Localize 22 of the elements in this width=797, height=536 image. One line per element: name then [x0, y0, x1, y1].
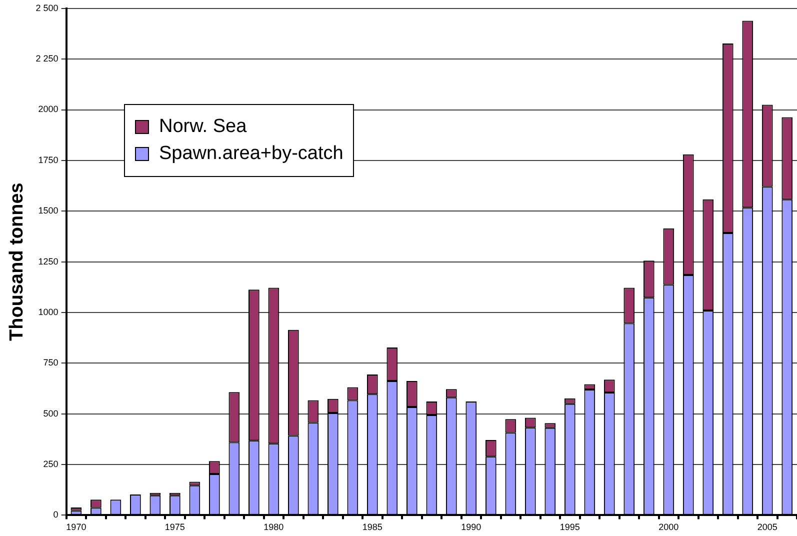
y-tick-label: 2 500 — [36, 2, 58, 13]
y-tick-label: 500 — [43, 408, 58, 418]
y-tick-label: 1000 — [38, 306, 58, 317]
legend-label: Spawn.area+by-catch — [159, 143, 344, 165]
x-tick-label: 1995 — [560, 522, 580, 532]
y-tick-label: 250 — [43, 459, 58, 470]
y-tick-label: 0 — [53, 510, 58, 520]
y-tick-label: 1500 — [38, 206, 58, 216]
legend-label: Norw. Sea — [159, 116, 247, 138]
x-tick-label: 2000 — [658, 522, 679, 532]
y-tick-label: 1750 — [38, 154, 58, 165]
y-tick-label: 1250 — [38, 256, 58, 266]
x-tick-label: 2005 — [757, 522, 778, 532]
y-tick-label: 2000 — [38, 104, 58, 114]
x-tick-label: 1975 — [164, 522, 185, 532]
y-tick-label: 2 250 — [36, 54, 58, 64]
x-tick-label: 1985 — [362, 522, 382, 532]
y-tick-label: 750 — [43, 358, 58, 368]
x-tick-label: 1970 — [66, 522, 86, 532]
x-tick-label: 1990 — [461, 522, 482, 532]
y-axis-title: Thousand tonnes — [6, 182, 28, 341]
x-tick-label: 1980 — [264, 522, 284, 532]
